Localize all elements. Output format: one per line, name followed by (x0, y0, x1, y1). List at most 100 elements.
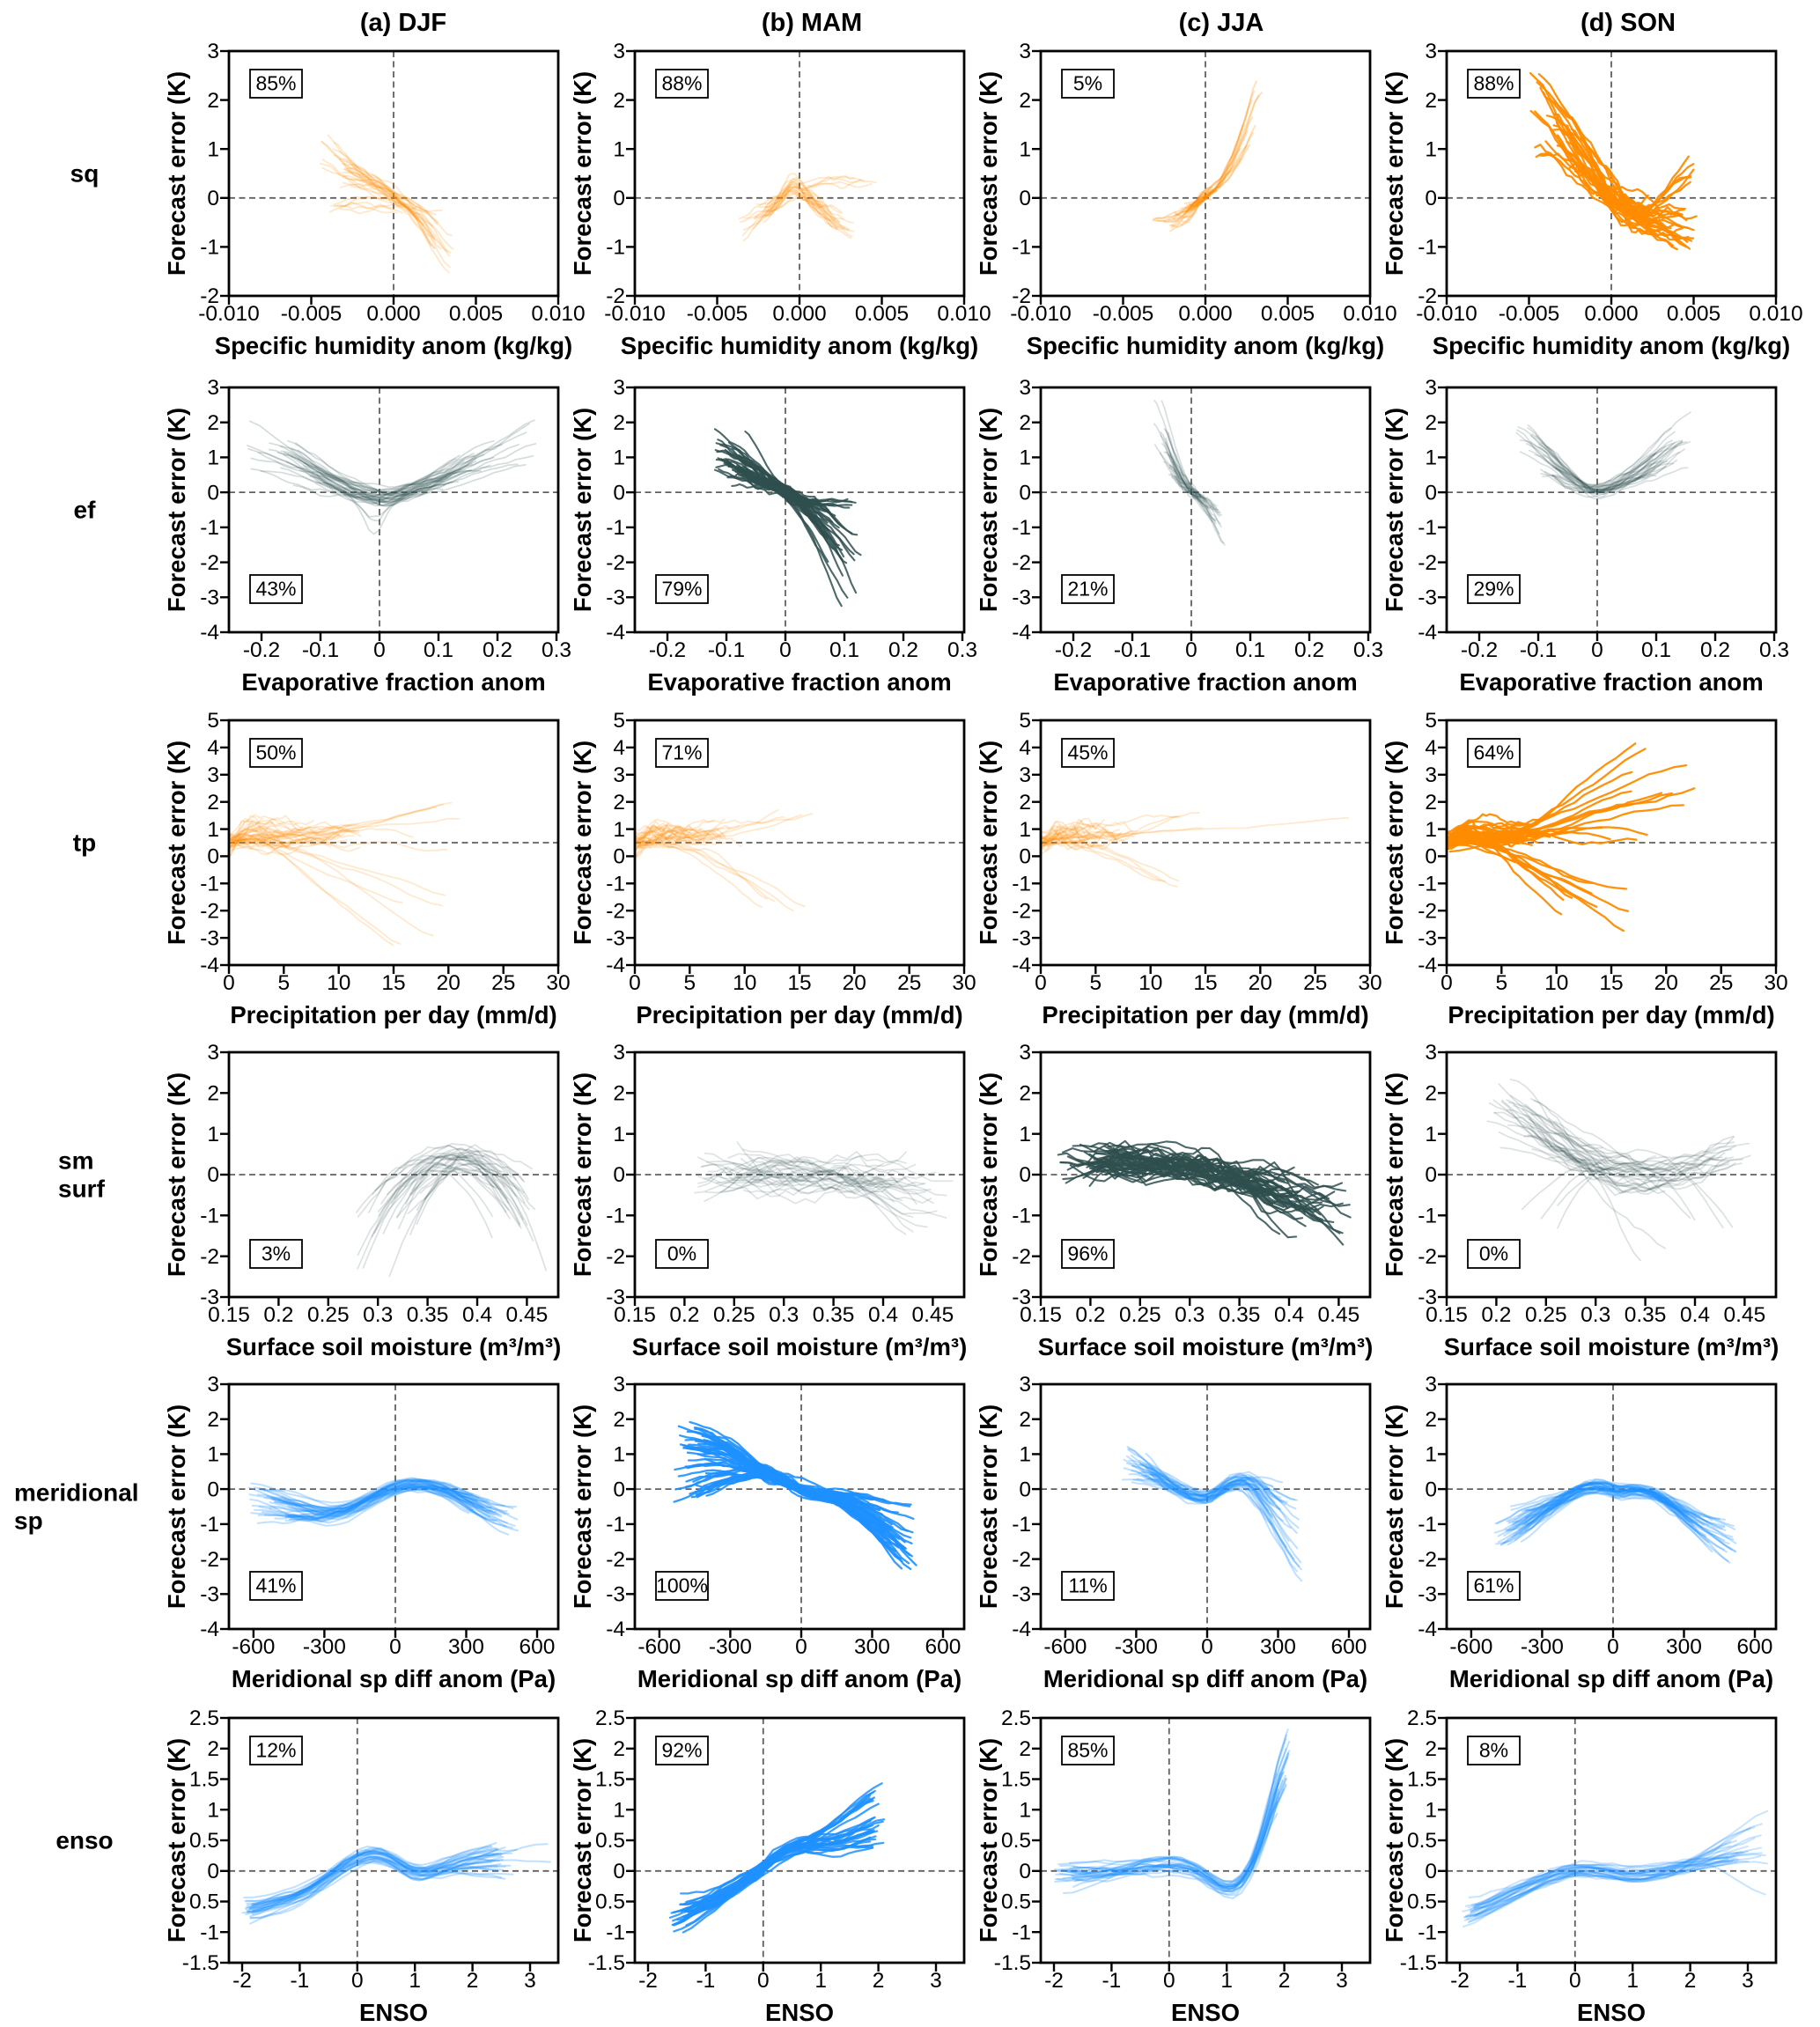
svg-text:2: 2 (613, 1737, 625, 1761)
svg-text:-1: -1 (1418, 1513, 1437, 1537)
svg-text:-0.005: -0.005 (687, 302, 748, 326)
svg-text:2: 2 (1684, 1969, 1697, 1993)
svg-text:(d) SON: (d) SON (1581, 9, 1676, 37)
svg-text:15: 15 (1599, 971, 1623, 995)
svg-text:300: 300 (1666, 1635, 1702, 1659)
svg-text:0.2: 0.2 (1075, 1303, 1105, 1327)
svg-text:0.4: 0.4 (868, 1303, 898, 1327)
svg-text:2: 2 (1019, 1408, 1031, 1432)
svg-text:-4: -4 (1012, 621, 1031, 645)
svg-text:-600: -600 (637, 1635, 681, 1659)
svg-text:Forecast error (K): Forecast error (K) (975, 741, 1002, 945)
svg-text:0.15: 0.15 (1020, 1303, 1062, 1327)
svg-text:2.5: 2.5 (1407, 1706, 1437, 1730)
svg-text:300: 300 (1260, 1635, 1296, 1659)
svg-text:5: 5 (277, 971, 290, 995)
svg-text:0.000: 0.000 (1584, 302, 1638, 326)
svg-text:0.5: 0.5 (595, 1829, 625, 1853)
svg-text:Forecast error (K): Forecast error (K) (975, 1738, 1002, 1942)
svg-text:Forecast error (K): Forecast error (K) (1381, 408, 1408, 612)
svg-text:1: 1 (207, 1123, 219, 1146)
svg-text:0: 0 (207, 187, 219, 210)
svg-text:0.3: 0.3 (1581, 1303, 1610, 1327)
svg-text:0: 0 (613, 1860, 625, 1883)
svg-text:2: 2 (207, 411, 219, 435)
svg-text:Meridional sp diff anom (Pa): Meridional sp diff anom (Pa) (1449, 1665, 1773, 1692)
svg-text:Evaporative fraction anom: Evaporative fraction anom (1053, 668, 1357, 696)
svg-text:-2: -2 (1418, 1548, 1437, 1572)
svg-text:96%: 96% (1067, 1242, 1108, 1265)
svg-text:0: 0 (1425, 1478, 1437, 1501)
svg-text:0%: 0% (667, 1242, 696, 1265)
svg-text:79%: 79% (661, 578, 702, 601)
svg-text:0.2: 0.2 (263, 1303, 293, 1327)
svg-text:-1: -1 (1012, 516, 1031, 540)
svg-text:-0.1: -0.1 (1520, 638, 1557, 662)
svg-text:0.4: 0.4 (1274, 1303, 1304, 1327)
svg-text:Forecast error (K): Forecast error (K) (1381, 71, 1408, 276)
svg-text:3: 3 (1019, 376, 1031, 400)
svg-text:Meridional sp diff anom (Pa): Meridional sp diff anom (Pa) (1043, 1665, 1367, 1692)
svg-text:-3: -3 (1418, 1286, 1437, 1309)
svg-text:5: 5 (1425, 709, 1437, 733)
svg-text:-1: -1 (606, 516, 625, 540)
svg-text:Forecast error (K): Forecast error (K) (1381, 1738, 1408, 1942)
svg-text:-300: -300 (303, 1635, 346, 1659)
svg-text:3: 3 (1425, 1041, 1437, 1065)
svg-text:-3: -3 (1418, 1583, 1437, 1607)
svg-text:0.45: 0.45 (1318, 1303, 1360, 1327)
svg-text:0.3: 0.3 (769, 1303, 799, 1327)
svg-text:85%: 85% (1067, 1739, 1108, 1762)
svg-text:-1: -1 (200, 1920, 219, 1944)
svg-text:-4: -4 (606, 621, 625, 645)
svg-text:-2: -2 (1012, 551, 1031, 575)
svg-text:12%: 12% (255, 1739, 296, 1762)
svg-text:0: 0 (207, 481, 219, 505)
svg-text:2.5: 2.5 (1001, 1706, 1031, 1730)
svg-text:0.15: 0.15 (614, 1303, 656, 1327)
svg-text:-3: -3 (1012, 926, 1031, 950)
svg-text:2: 2 (207, 1082, 219, 1106)
svg-text:0: 0 (1185, 638, 1197, 662)
svg-text:-1: -1 (1418, 1920, 1437, 1944)
svg-text:3: 3 (613, 1041, 625, 1065)
svg-text:Meridional sp diff anom (Pa): Meridional sp diff anom (Pa) (637, 1665, 962, 1692)
svg-text:0: 0 (1019, 187, 1031, 210)
svg-text:-1: -1 (1012, 1205, 1031, 1228)
svg-text:-600: -600 (1043, 1635, 1087, 1659)
svg-text:2: 2 (613, 411, 625, 435)
svg-text:2: 2 (613, 791, 625, 814)
svg-text:-2: -2 (606, 551, 625, 575)
svg-text:1.5: 1.5 (1407, 1768, 1437, 1792)
svg-text:-2: -2 (200, 899, 219, 923)
svg-text:-1.5: -1.5 (182, 1951, 219, 1975)
svg-text:20: 20 (437, 971, 461, 995)
svg-text:0.35: 0.35 (1625, 1303, 1667, 1327)
svg-text:5: 5 (1089, 971, 1102, 995)
svg-text:2: 2 (1019, 1737, 1031, 1761)
svg-text:Forecast error (K): Forecast error (K) (569, 71, 596, 276)
svg-text:2: 2 (1425, 1082, 1437, 1106)
svg-text:-1: -1 (200, 236, 219, 260)
svg-text:5: 5 (1019, 709, 1031, 733)
svg-text:-300: -300 (709, 1635, 752, 1659)
svg-text:-0.010: -0.010 (1416, 302, 1477, 326)
svg-text:0.000: 0.000 (1178, 302, 1232, 326)
svg-text:2.5: 2.5 (595, 1706, 625, 1730)
svg-text:0.35: 0.35 (813, 1303, 855, 1327)
svg-text:0: 0 (613, 845, 625, 869)
svg-text:10: 10 (1544, 971, 1568, 995)
svg-text:Evaporative fraction anom: Evaporative fraction anom (241, 668, 545, 696)
svg-text:0.45: 0.45 (912, 1303, 954, 1327)
svg-text:3: 3 (1019, 1041, 1031, 1065)
svg-text:-300: -300 (1115, 1635, 1158, 1659)
svg-text:0: 0 (1441, 971, 1453, 995)
svg-text:-1: -1 (1012, 1920, 1031, 1944)
svg-text:2: 2 (1019, 411, 1031, 435)
svg-text:43%: 43% (255, 578, 296, 601)
svg-text:Precipitation per day (mm/d): Precipitation per day (mm/d) (1042, 1001, 1368, 1028)
svg-text:3: 3 (930, 1969, 942, 1993)
svg-text:0: 0 (1019, 481, 1031, 505)
svg-text:0.2: 0.2 (888, 638, 918, 662)
svg-text:4: 4 (1019, 736, 1031, 760)
